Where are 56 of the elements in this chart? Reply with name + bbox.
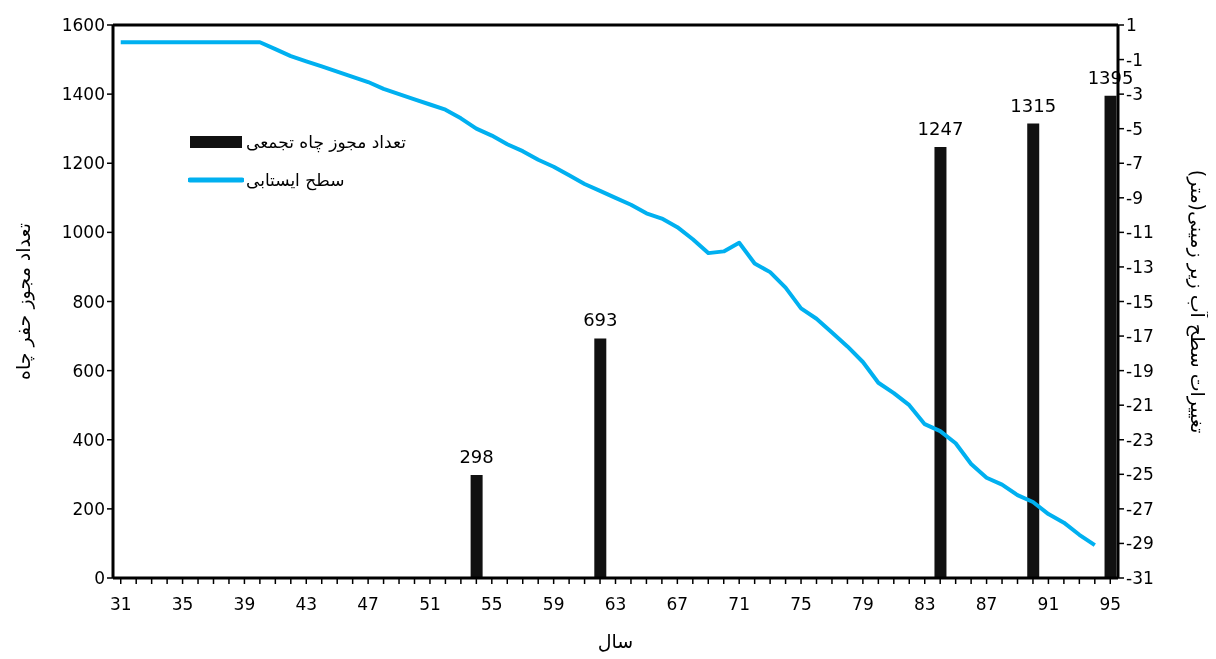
x-tick-label: 91 [1037, 594, 1060, 615]
y2-tick-label: -29 [1126, 533, 1154, 554]
data-label: 1247 [917, 118, 964, 140]
x-tick-label: 59 [542, 594, 565, 615]
y-tick-label: 800 [72, 291, 105, 312]
data-label: 693 [583, 309, 618, 331]
y2-tick-label: -11 [1126, 222, 1154, 243]
y2-tick-label: -17 [1126, 326, 1154, 347]
legend-label: تعداد مجوز چاه تجمعی [246, 132, 406, 152]
y-tick-label: 0 [94, 568, 105, 589]
y2-tick-label: -27 [1126, 498, 1154, 519]
x-tick-label: 63 [604, 594, 627, 615]
x-tick-label: 47 [357, 594, 379, 615]
y-tick-label: 1200 [61, 153, 105, 174]
x-tick-label: 43 [295, 594, 318, 615]
x-tick-label: 95 [1099, 594, 1122, 615]
x-tick-label: 51 [419, 594, 441, 615]
y2-tick-label: -25 [1126, 464, 1154, 485]
y-tick-label: 600 [72, 360, 105, 381]
data-label: 298 [459, 446, 494, 467]
y-tick-label: 1400 [61, 84, 105, 105]
y2-tick-label: -15 [1126, 291, 1154, 312]
y2-tick-label: -13 [1126, 256, 1154, 277]
legend-label: سطح ایستابی [246, 170, 345, 190]
x-tick-label: 83 [913, 594, 936, 615]
bar [470, 475, 483, 578]
x-tick-label: 35 [171, 594, 194, 615]
y2-tick-label: -1 [1126, 49, 1143, 70]
x-tick-label: 39 [233, 594, 256, 615]
y-axis-title: تعداد مجوز حفر چاه [11, 222, 35, 381]
x-axis-title: سال [597, 630, 634, 652]
data-label: 1315 [1010, 94, 1057, 116]
x-tick-label: 67 [666, 594, 689, 615]
y-tick-label: 1000 [61, 222, 105, 243]
x-tick-label: 71 [728, 594, 751, 615]
x-tick-label: 55 [480, 594, 503, 615]
bar [934, 147, 947, 578]
y-tick-label: 200 [72, 498, 105, 519]
bar [594, 338, 607, 578]
y2-tick-label: 1 [1126, 15, 1137, 36]
x-tick-label: 31 [109, 594, 132, 615]
y-tick-label: 1600 [61, 15, 105, 36]
x-tick-label: 79 [852, 594, 874, 615]
bar [1027, 123, 1040, 578]
bar [1104, 95, 1117, 578]
y2-tick-label: -9 [1126, 187, 1143, 208]
x-tick-label: 87 [975, 594, 998, 615]
y2-tick-label: -3 [1126, 84, 1143, 105]
y2-tick-label: -5 [1126, 118, 1143, 139]
y2-tick-label: -31 [1126, 568, 1154, 589]
y2-tick-label: -21 [1126, 395, 1154, 416]
x-tick-label: 75 [790, 594, 812, 615]
y2-tick-label: -7 [1126, 153, 1143, 174]
y-tick-label: 400 [72, 429, 105, 450]
y2-tick-label: -19 [1126, 360, 1154, 381]
y2-tick-label: -23 [1126, 429, 1154, 450]
